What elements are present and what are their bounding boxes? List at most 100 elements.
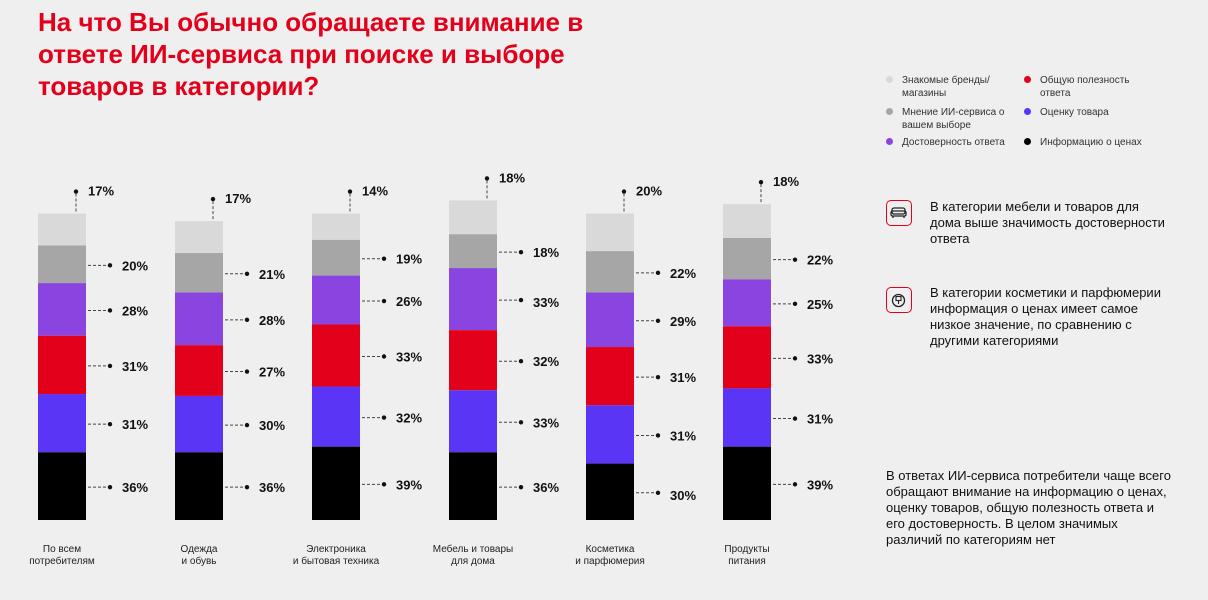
bar-segment — [175, 253, 223, 293]
bar-segment — [38, 245, 86, 284]
category-label: Электроника и бытовая техника — [293, 544, 380, 567]
bar-segment — [175, 452, 223, 520]
bar-segment — [175, 221, 223, 254]
leader-dot — [347, 189, 353, 194]
legend-swatch — [1024, 138, 1031, 145]
leader-dot — [73, 189, 79, 194]
bar-segment — [312, 213, 360, 240]
value-label: 39% — [807, 477, 833, 492]
value-label: 19% — [396, 252, 422, 267]
leader-dot — [484, 176, 490, 181]
bar-segment — [312, 275, 360, 325]
bar-segment — [175, 345, 223, 396]
value-label: 31% — [807, 412, 833, 427]
category-label-line: для дома — [451, 556, 495, 567]
category-label-line: Мебель и товары — [433, 543, 513, 555]
category-label: По всем потребителям — [29, 544, 95, 567]
bar-segment — [449, 200, 497, 235]
value-label: 28% — [122, 303, 148, 318]
leader-dot — [381, 354, 387, 359]
bar-segment — [723, 279, 771, 327]
leader-dot — [655, 270, 661, 276]
bar-segment — [449, 390, 497, 453]
leader-dot — [244, 369, 250, 374]
legend-label: Оценку товара — [1040, 107, 1109, 118]
leader-dot — [518, 359, 524, 364]
bar-segment — [449, 234, 497, 269]
legend-label: Информацию о ценах — [1040, 137, 1142, 148]
leader-dot — [518, 249, 524, 255]
value-label: 26% — [396, 294, 422, 309]
note-cosmetics: В категории косметики и парфюмерии инфор… — [930, 285, 1161, 348]
value-label: 27% — [259, 365, 285, 380]
leader-dot — [518, 484, 524, 490]
bar-segment — [312, 446, 360, 520]
value-label: 30% — [259, 418, 285, 433]
category-label: Одежда и обувь — [181, 544, 218, 567]
bar-segment — [586, 213, 634, 252]
leader-dot — [381, 482, 387, 487]
bar-segment — [175, 292, 223, 346]
category-label-line: Электроника — [306, 544, 366, 555]
legend-label: Знакомые бренды/ магазины — [902, 75, 990, 99]
value-label: 25% — [807, 297, 833, 312]
bar-segment — [38, 283, 86, 336]
value-label: 36% — [533, 480, 559, 495]
bar-segment — [449, 452, 497, 520]
leader-dot — [381, 256, 387, 261]
bar-segment — [38, 335, 86, 395]
leader-dot — [758, 179, 764, 185]
leader-dot — [381, 298, 387, 304]
note-furniture: В категории мебели и товаров для дома вы… — [930, 199, 1165, 246]
value-label: 28% — [259, 313, 285, 328]
chart-title: На что Вы обычно обращаете внимание в от… — [38, 7, 584, 101]
leader-dot — [792, 301, 798, 307]
leader-dot — [792, 416, 798, 421]
category-label: Продукты питания — [724, 544, 769, 567]
leader-dot — [107, 308, 113, 313]
value-label: 18% — [773, 174, 799, 189]
bar-segment — [723, 388, 771, 447]
legend-swatch — [1024, 76, 1031, 83]
value-label: 39% — [396, 477, 422, 492]
value-label: 33% — [396, 350, 422, 365]
value-label: 33% — [533, 415, 559, 430]
leader-dot — [792, 257, 798, 262]
bar-segment — [586, 405, 634, 464]
leader-dot — [107, 484, 113, 490]
category-label-line: Косметика — [586, 544, 635, 555]
bar-segment — [586, 347, 634, 406]
value-label: 31% — [122, 417, 148, 432]
category-label-line: и парфюмерия — [575, 555, 645, 567]
bar-segment — [723, 446, 771, 520]
category-label-line: Одежда — [181, 544, 218, 555]
legend-label: Мнение ИИ-сервиса о вашем выборе — [902, 107, 1005, 131]
category-label-line: питания — [728, 556, 766, 567]
value-label: 21% — [259, 267, 285, 282]
category-label-line: Продукты — [724, 544, 769, 555]
legend-swatch — [886, 138, 893, 145]
summary-text: В ответах ИИ-сервиса потребители чаще вс… — [886, 468, 1171, 547]
category-label: Косметика и парфюмерия — [575, 544, 645, 567]
value-label: 30% — [670, 488, 696, 503]
category-label-line: потребителям — [29, 555, 95, 567]
value-label: 22% — [807, 253, 833, 268]
category-label-line: По всем — [43, 544, 81, 555]
bar-segment — [586, 251, 634, 293]
bar-segment — [723, 238, 771, 280]
value-label: 29% — [670, 314, 696, 329]
value-label: 31% — [670, 428, 696, 443]
value-label: 33% — [533, 295, 559, 310]
leader-dot — [244, 317, 250, 323]
value-label: 22% — [670, 266, 696, 281]
leader-dot — [655, 374, 661, 380]
sofa-icon — [886, 200, 912, 226]
value-label: 18% — [533, 245, 559, 260]
category-label-line: и бытовая техника — [293, 555, 380, 567]
leader-dot — [107, 421, 113, 427]
bar-segment — [723, 204, 771, 238]
bar-segment — [723, 326, 771, 389]
legend-swatch — [1024, 108, 1031, 115]
bar-segment — [38, 394, 86, 453]
